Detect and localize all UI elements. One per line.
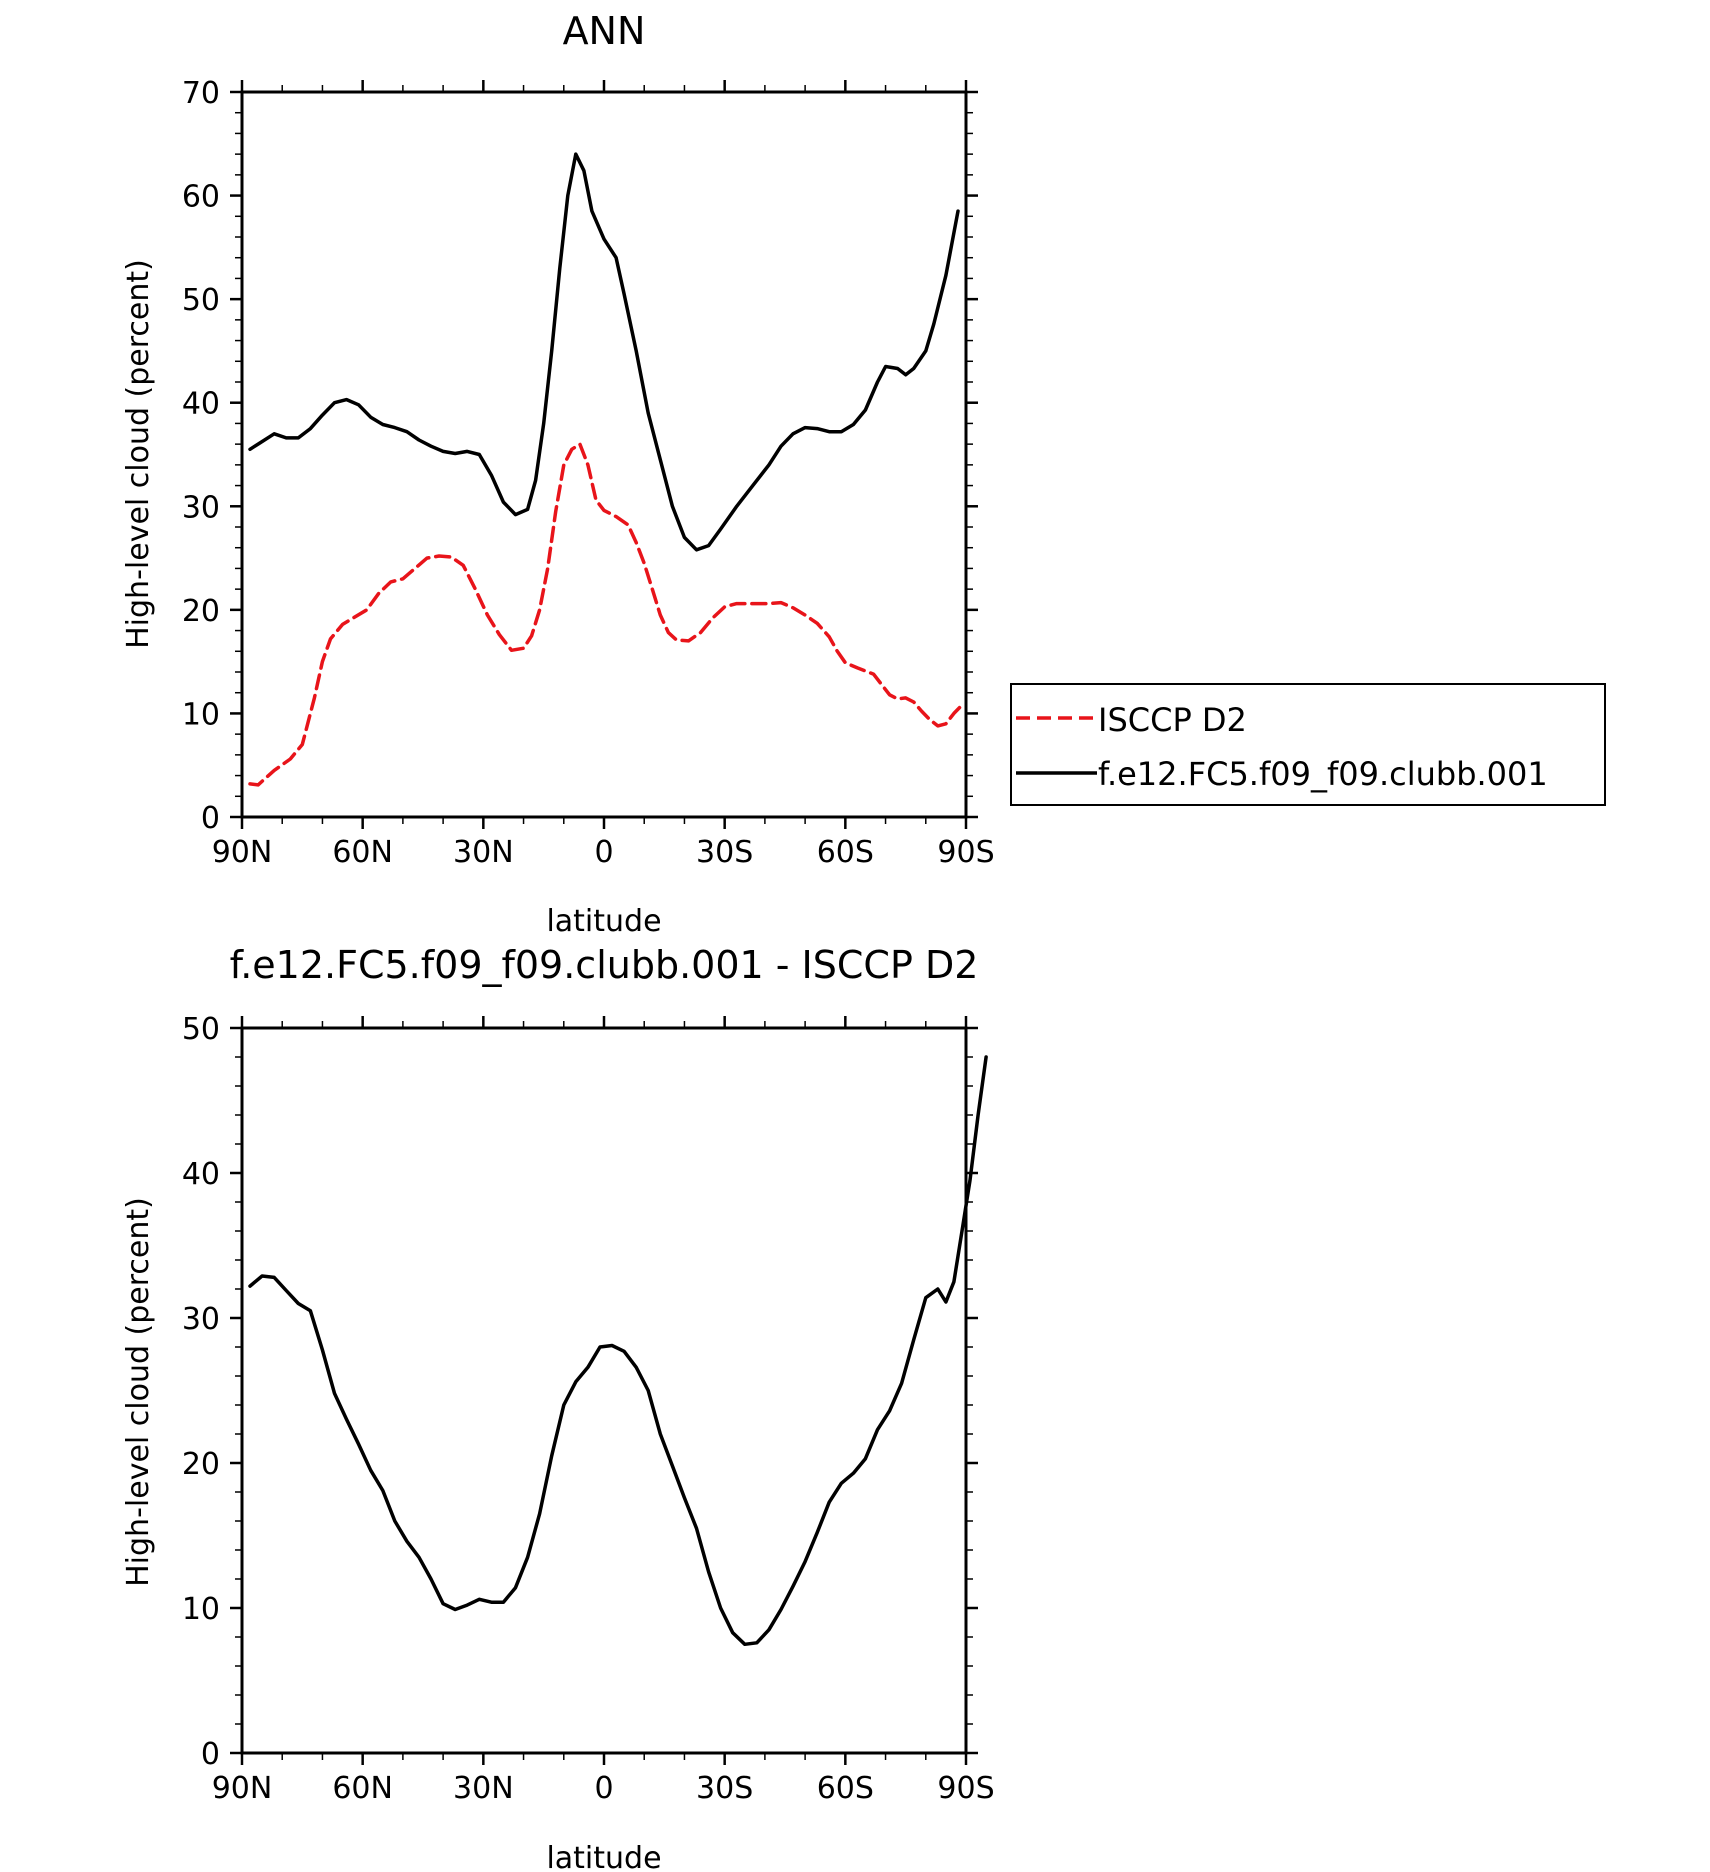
top-series-line-model — [248, 152, 960, 552]
top-x-tick-label: 30S — [696, 835, 753, 870]
bottom-y-tick-label: 0 — [201, 1737, 220, 1772]
top-x-tick-label: 0 — [594, 835, 613, 870]
top-series-group — [248, 152, 964, 787]
legend-box — [1010, 683, 1606, 806]
top-y-tick-label: 0 — [201, 801, 220, 836]
bottom-chart-title: f.e12.FC5.f09_f09.clubb.001 - ISCCP D2 — [230, 943, 979, 987]
top-x-tick-label: 90S — [937, 835, 994, 870]
bottom-y-tick-label: 40 — [182, 1157, 220, 1192]
bottom-y-tick-label: 10 — [182, 1592, 220, 1627]
top-y-tick-label: 10 — [182, 697, 220, 732]
bottom-x-tick-label: 90S — [937, 1771, 994, 1806]
bottom-series-group — [248, 1055, 988, 1647]
bottom-series-line-model — [248, 1055, 988, 1647]
bottom-y-tick-label: 30 — [182, 1302, 220, 1337]
top-y-tick-label: 40 — [182, 387, 220, 422]
top-x-tick-label: 90N — [212, 835, 273, 870]
top-y-tick-label: 30 — [182, 490, 220, 525]
bottom-x-tick-label: 60S — [817, 1771, 874, 1806]
top-x-tick-label: 60N — [332, 835, 393, 870]
top-y-tick-label: 20 — [182, 594, 220, 629]
bottom-x-tick-label: 90N — [212, 1771, 273, 1806]
top-x-axis-title: latitude — [546, 904, 661, 939]
top-chart-title: ANN — [563, 9, 646, 53]
bottom-x-tick-label: 60N — [332, 1771, 393, 1806]
top-y-axis-title: High-level cloud (percent) — [121, 259, 156, 649]
top-y-tick-label: 50 — [182, 283, 220, 318]
bottom-y-axis-title: High-level cloud (percent) — [121, 1197, 156, 1587]
legend-label-model: f.e12.FC5.f09_f09.clubb.001 — [1098, 755, 1548, 793]
bottom-y-tick-label: 20 — [182, 1447, 220, 1482]
bottom-plot-frame — [240, 1026, 968, 1755]
bottom-x-tick-label: 30N — [453, 1771, 514, 1806]
top-plot-frame — [240, 90, 968, 819]
top-series-line-isccp — [248, 442, 964, 787]
top-x-tick-label: 60S — [817, 835, 874, 870]
bottom-x-tick-label: 30S — [696, 1771, 753, 1806]
top-axis-ticks: 90N 60N 30N 0 30S 60S 90S 0 10 20 30 40 50 60 70 — [182, 76, 995, 870]
legend-label-isccp: ISCCP D2 — [1098, 701, 1247, 739]
bottom-axis-ticks: 90N 60N 30N 0 30S 60S 90S 0 10 20 30 40 50 — [182, 1012, 995, 1806]
legend: ISCCP D2 f.e12.FC5.f09_f09.clubb.001 — [1010, 683, 1606, 806]
bottom-y-tick-label: 50 — [182, 1012, 220, 1047]
top-y-tick-label: 60 — [182, 180, 220, 215]
bottom-x-tick-label: 0 — [594, 1771, 613, 1806]
top-x-tick-label: 30N — [453, 835, 514, 870]
top-y-tick-label: 70 — [182, 76, 220, 111]
bottom-x-axis-title: latitude — [546, 1841, 661, 1872]
bottom-chart-panel: f.e12.FC5.f09_f09.clubb.001 - ISCCP D2 9… — [121, 943, 995, 1872]
top-chart-panel: ANN 90N 60N 30N 0 30S 60S 90S 0 10 20 30 40 50 60 70 l… — [121, 9, 995, 939]
